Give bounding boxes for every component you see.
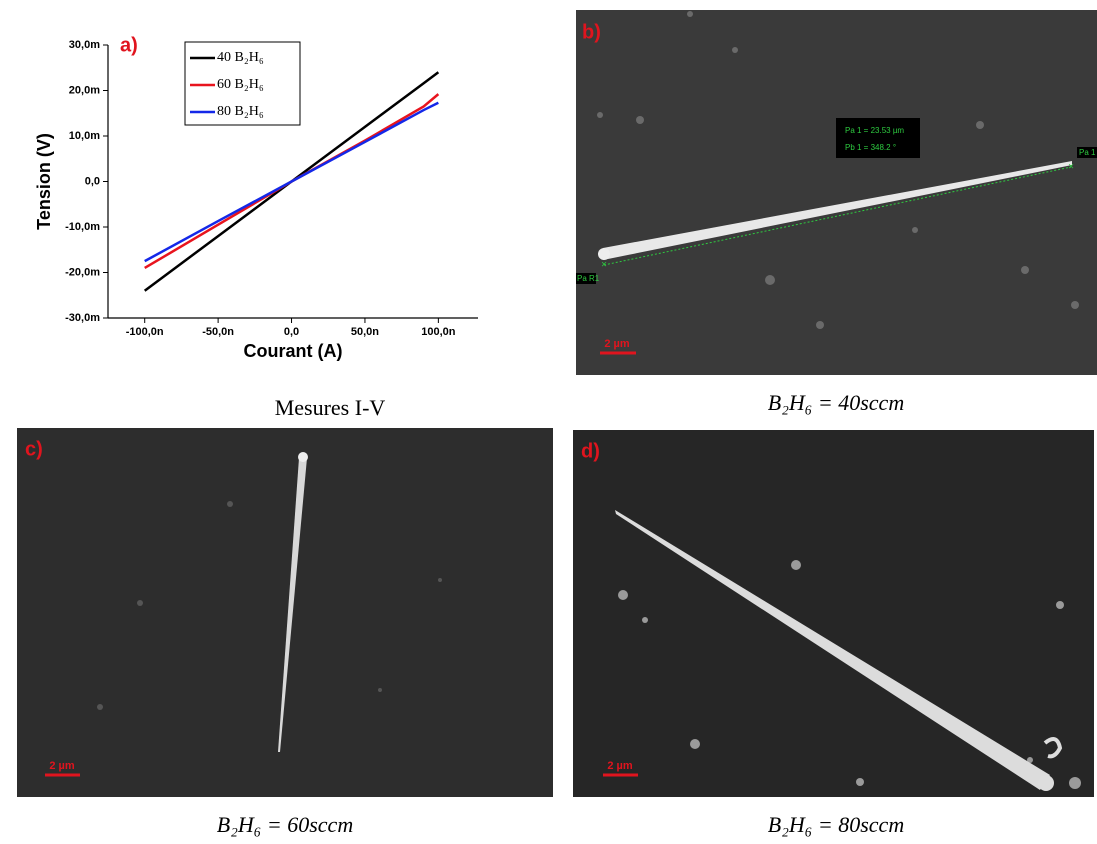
y-tick-label: 20,0m (69, 84, 100, 96)
chart: a) -30,0m -20,0m -10,0m 0,0 10,0m 20,0m 30,0m -… (34, 34, 478, 361)
caption: B₂H₆ = 60sccm (217, 812, 353, 837)
caption: B₂H₆ = 80sccm (768, 812, 904, 837)
panel-label: a) (120, 34, 138, 56)
y-tick-label: 30,0m (69, 39, 100, 51)
legend-label: 60 B₂H₆ (217, 77, 264, 92)
x-tick-label: -100,0n (126, 326, 164, 338)
measurement: Pb 1 = 348.2 ° (845, 143, 896, 152)
svg-text:×: × (601, 260, 607, 271)
x-tick-label: -50,0n (202, 326, 234, 338)
y-tick-label: -30,0m (65, 312, 100, 324)
panel-label: c) (25, 438, 43, 460)
x-tick-label: 50,0n (351, 326, 379, 338)
y-tick-label: 10,0m (69, 130, 100, 142)
measurement: Pa 1 = 23.53 µm (845, 126, 904, 135)
x-axis-label: Courant (A) (244, 341, 343, 361)
scale-label: 2 µm (607, 760, 633, 772)
y-tick-label: -20,0m (65, 266, 100, 278)
legend-label: 80 B₂H₆ (217, 104, 264, 119)
scale-label: 2 µm (49, 760, 75, 772)
caption: B₂H₆ = 40sccm (768, 390, 904, 415)
marker-label: Pa 1 (1079, 148, 1096, 157)
svg-text:×: × (1068, 162, 1074, 173)
series-line (144, 101, 439, 263)
y-tick-label: 0,0 (85, 175, 100, 187)
panel-label: d) (581, 440, 600, 462)
marker-label: Pa R1 (577, 274, 600, 283)
scale-label: 2 µm (604, 338, 630, 350)
legend-label: 40 B₂H₆ (217, 50, 264, 65)
x-tick-label: 0,0 (284, 326, 299, 338)
sem-image: × × Pa 1 = 23.53 µm Pb 1 = 348.2 ° Pa 1 … (576, 10, 1097, 375)
sem-image: c) 2 µm (17, 428, 553, 797)
y-axis-label: Tension (V) (34, 133, 54, 230)
sem-image: d) 2 µm (573, 430, 1094, 797)
panel-label: b) (582, 21, 601, 43)
series-line (143, 71, 440, 292)
caption: Mesures I-V (275, 395, 386, 420)
x-tick-label: 100,0n (421, 326, 456, 338)
y-tick-label: -10,0m (65, 221, 100, 233)
